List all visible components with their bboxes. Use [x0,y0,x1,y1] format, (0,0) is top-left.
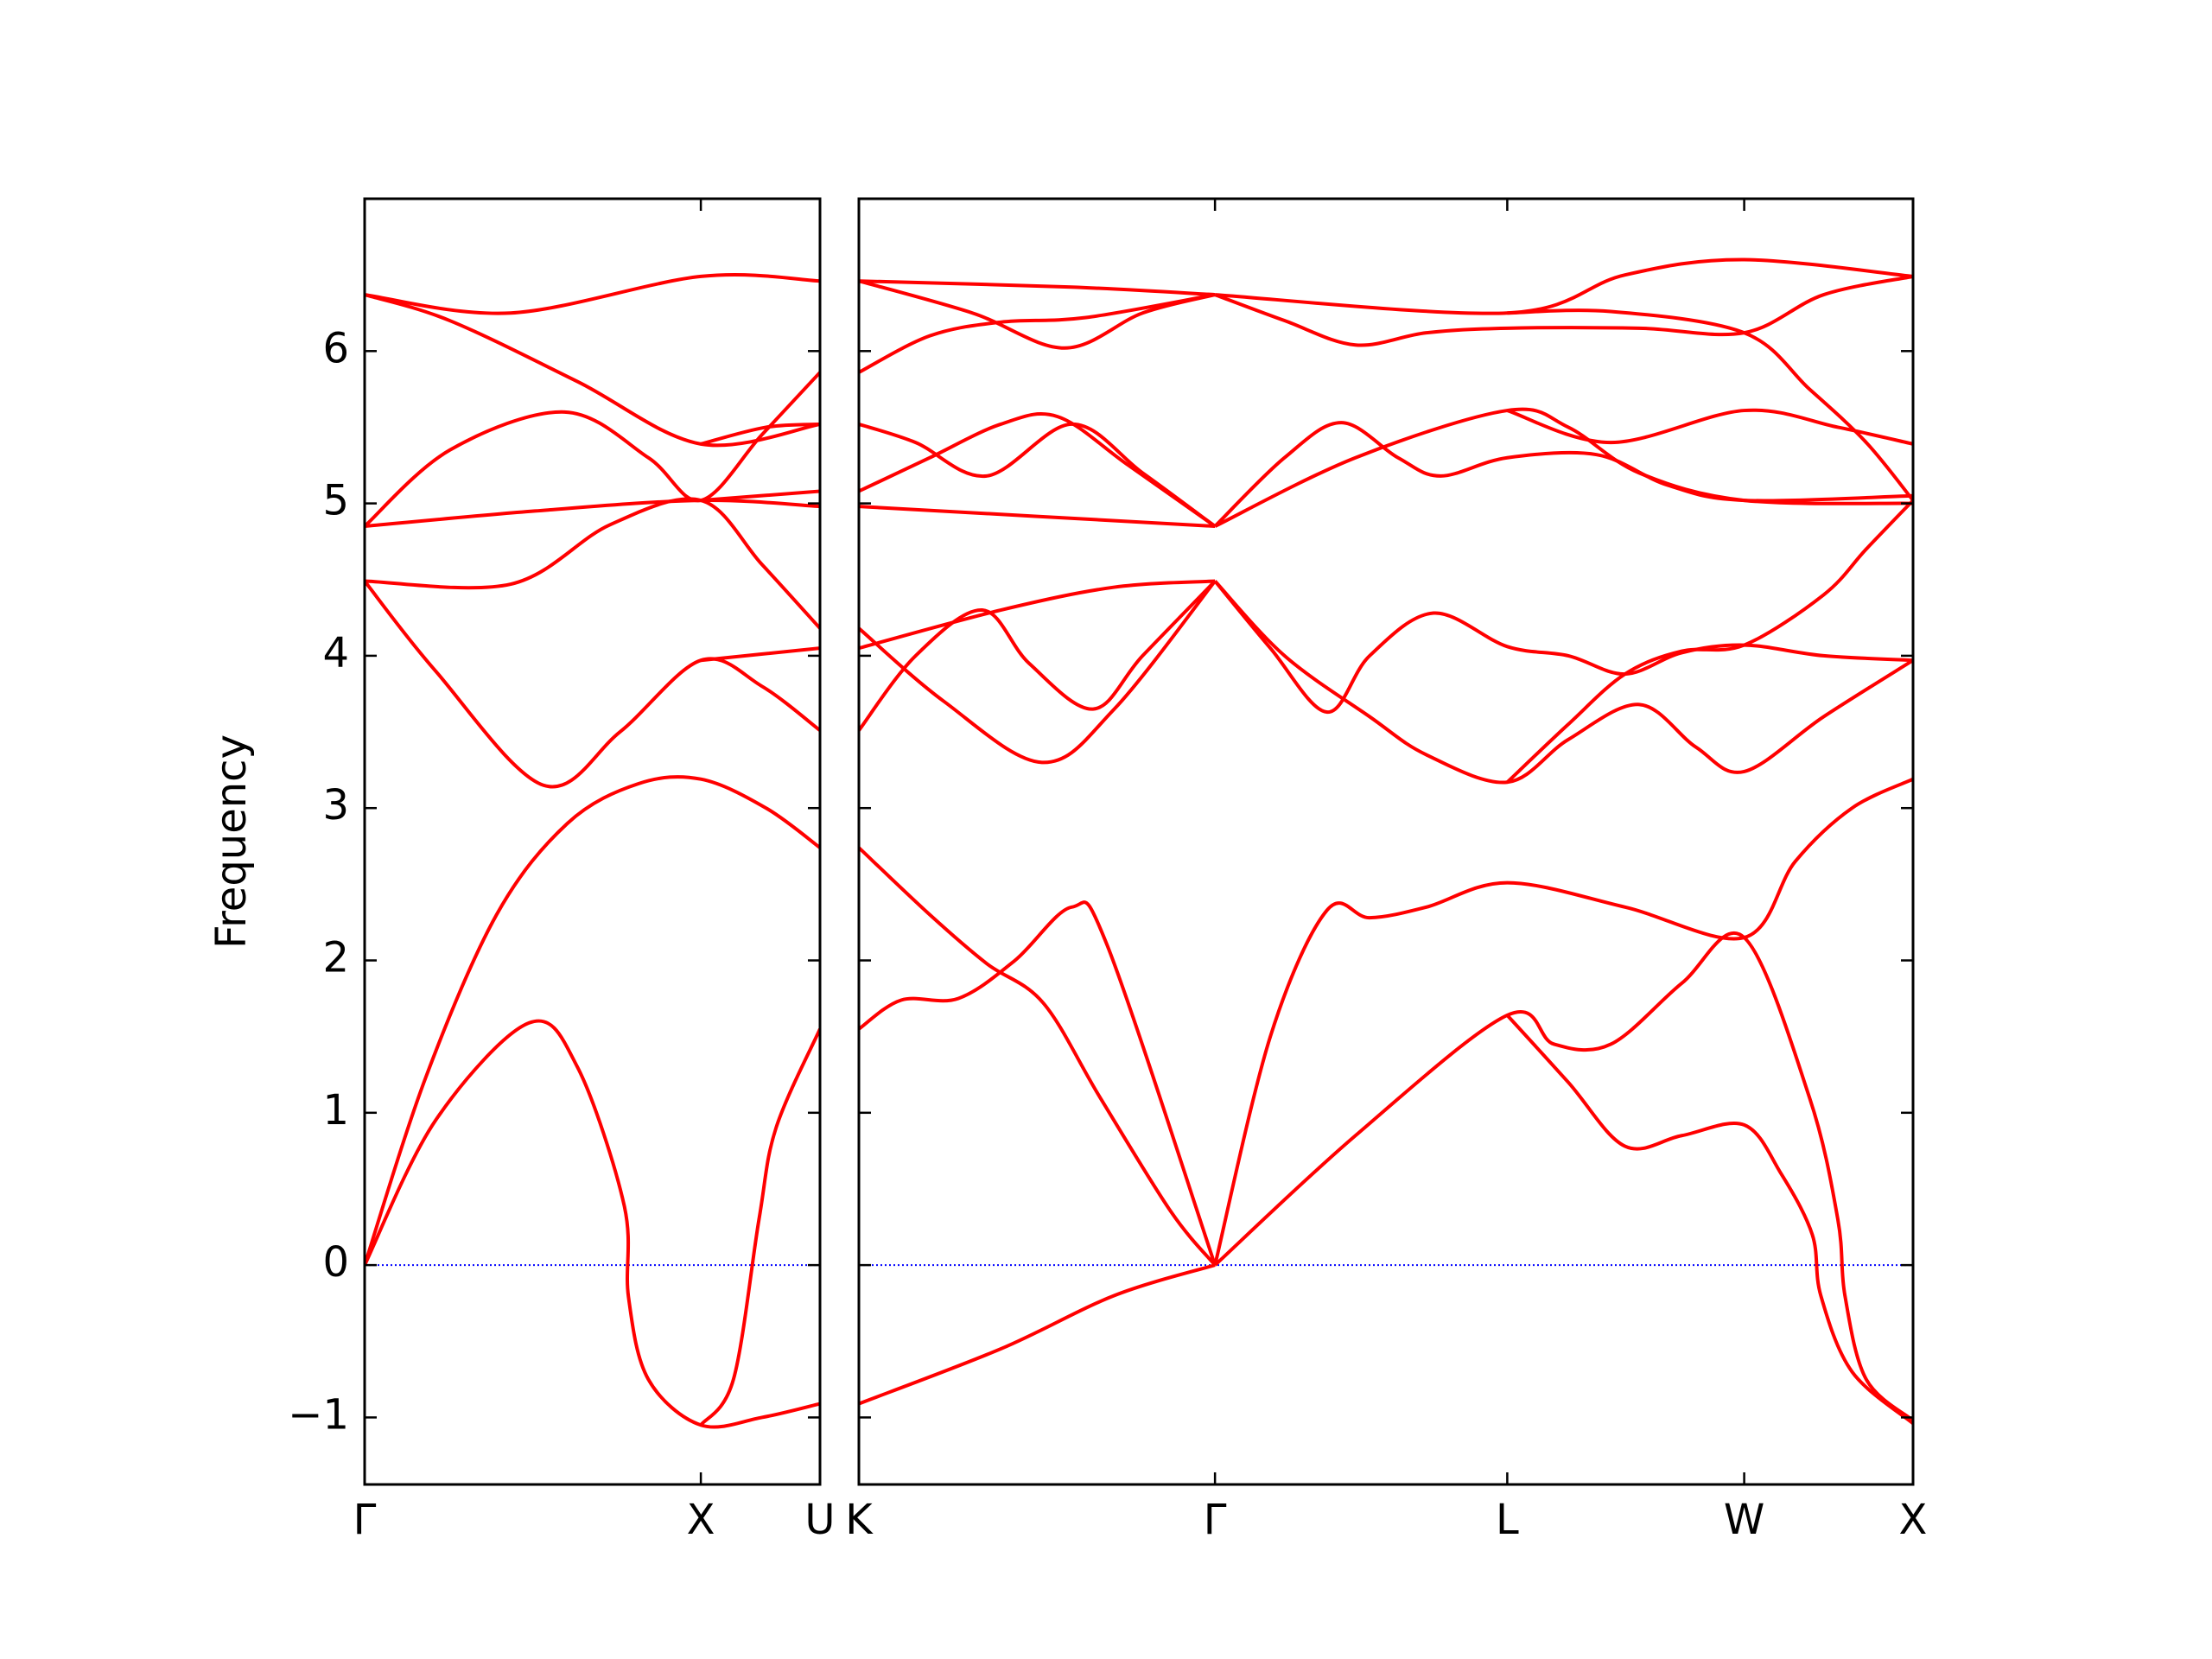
band-line [700,489,820,503]
band-line [1213,580,1913,715]
x-tick-label: L [1496,1496,1519,1544]
band-line [859,279,1216,297]
band-line [859,505,1216,529]
band-line [859,579,1216,651]
y-tick-label: −1 [288,1390,349,1439]
x-tick-label: Γ [1204,1496,1227,1544]
y-tick-label: 6 [322,324,349,372]
band-line [859,900,1217,1266]
y-tick-label: 0 [322,1238,349,1287]
x-tick-label: W [1724,1496,1764,1544]
band-line [1213,580,1913,785]
band-line [1213,777,1913,1266]
y-tick-label: 3 [322,781,349,830]
band-line [859,412,1217,528]
band-line [365,371,820,528]
y-tick-label: 5 [322,477,349,525]
band-line [700,422,820,446]
band-line [1214,274,1913,347]
band-line [859,846,1217,1267]
band-line [365,497,820,630]
band-line [365,273,820,315]
band-line [859,279,1216,350]
band-line [1214,407,1913,528]
y-tick-label: 1 [322,1086,349,1135]
x-tick-label: Γ [353,1496,377,1544]
band-line [365,775,820,1266]
band-line [365,499,820,529]
bands [859,257,1913,1426]
band-line [1506,499,1913,784]
band-line [1505,1014,1913,1426]
band-line [365,1019,820,1429]
y-tick-label: 2 [322,934,349,982]
plot-frame [363,197,822,1486]
band-line [859,293,1216,374]
band-line [859,422,1217,528]
band-line [1213,931,1913,1422]
band-line [365,580,820,789]
y-axis-label: Frequency [207,734,256,949]
band-line [1215,257,1913,315]
band-line [699,1028,820,1427]
band-line [700,646,820,663]
band-line [859,580,1217,732]
y-tick-label: 4 [322,629,349,677]
band-line [859,1263,1216,1406]
x-tick-label: X [1899,1496,1928,1544]
x-tick-label: K [845,1496,874,1544]
band-line [1507,308,1913,502]
x-tick-label: X [687,1496,715,1544]
band-line [365,293,820,448]
plot-frame [857,197,1915,1486]
bands [365,273,820,1429]
x-tick-label: U [804,1496,835,1544]
band-line [859,580,1217,765]
